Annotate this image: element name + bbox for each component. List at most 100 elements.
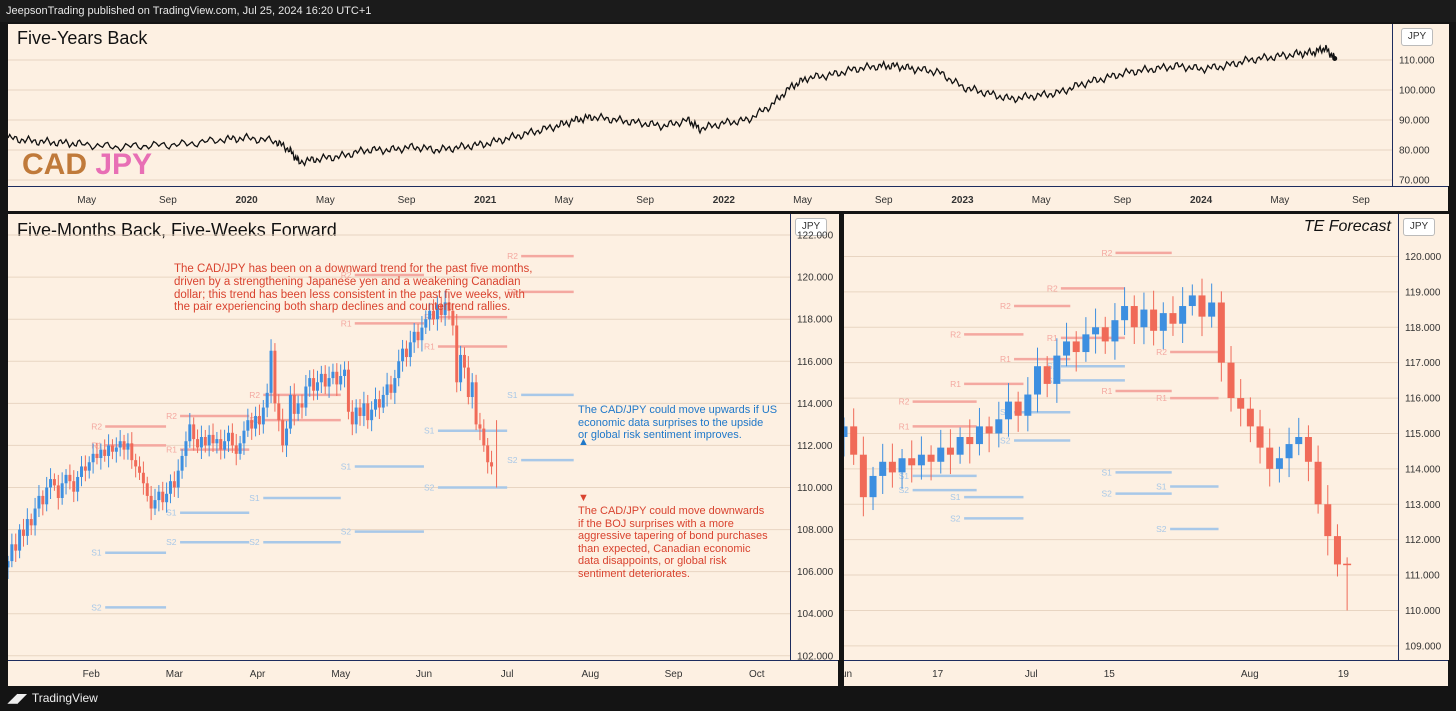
candle-body: [157, 491, 161, 501]
pivot-label: R1: [1047, 333, 1058, 343]
candle-body: [254, 415, 258, 429]
candle-body: [230, 432, 234, 446]
candle-body: [1266, 447, 1274, 469]
candle-body: [466, 367, 470, 398]
candle-body: [879, 461, 887, 476]
candle-body: [1179, 306, 1187, 324]
candle-body: [331, 371, 335, 379]
x-tick-label: May: [331, 669, 350, 680]
y-tick-label: 114.000: [1405, 464, 1441, 475]
candle-body: [869, 475, 877, 498]
candle-body: [52, 479, 56, 486]
pivot-label: S1: [91, 548, 102, 558]
candle-body: [408, 342, 412, 358]
candle-body: [281, 420, 285, 446]
top-y-axis: JPY 70.000 80.000 90.000 100.000 110.000: [1392, 24, 1449, 186]
pivot-label: R2: [91, 421, 102, 431]
x-tick-label: 2023: [951, 195, 974, 206]
candle-body: [366, 403, 370, 421]
candle-body: [946, 447, 954, 455]
pivot-label: R1: [899, 421, 910, 431]
candle-body: [350, 411, 354, 425]
annotation-line: or global risk sentiment improves.: [578, 429, 742, 442]
y-tick-label: 90.000: [1399, 116, 1430, 127]
candle-body: [927, 454, 935, 462]
x-tick-label: 2024: [1190, 195, 1213, 206]
y-tick-label: 102.000: [797, 651, 834, 660]
candle-body: [110, 445, 114, 452]
unit-badge[interactable]: JPY: [1401, 28, 1433, 46]
candle-body: [8, 561, 10, 568]
candle-body: [1130, 306, 1138, 328]
candle-body: [246, 420, 250, 431]
y-tick-label: 114.000: [797, 399, 833, 410]
candle-body: [1304, 437, 1312, 462]
candle-body: [470, 382, 474, 398]
upside-annotation: The CAD/JPY could move upwards if US eco…: [578, 404, 777, 442]
tradingview-logo-icon[interactable]: ◢◤: [8, 691, 27, 705]
x-tick-label: May: [793, 195, 812, 206]
pivot-label: S1: [1156, 482, 1167, 492]
unit-badge[interactable]: JPY: [795, 218, 827, 236]
pivot-label: S2: [950, 513, 961, 523]
candle-body: [45, 487, 49, 505]
pivot-label: S2: [507, 455, 518, 465]
candle-body: [908, 458, 916, 466]
candle-body: [447, 302, 451, 311]
candle-body: [242, 430, 246, 444]
candle-body: [29, 519, 33, 526]
candle-body: [443, 302, 447, 315]
candle-body: [401, 348, 405, 362]
candle-body: [377, 399, 381, 408]
candle-body: [49, 479, 53, 488]
pivot-label: R2: [1156, 347, 1167, 357]
candle-body: [1121, 306, 1129, 321]
x-tick-label: 2021: [474, 195, 497, 206]
unit-badge[interactable]: JPY: [1403, 218, 1435, 236]
candle-body: [304, 386, 308, 408]
pivot-label: R1: [424, 342, 435, 352]
left-x-axis-svg: Feb Mar Apr May Jun Jul Aug Sep Oct: [83, 669, 765, 680]
top-x-axis: May Sep 2020 May Sep 2021 May Sep 2022 May Sep 2023…: [8, 186, 1448, 211]
candle-body: [211, 434, 215, 444]
candle-body: [381, 394, 385, 408]
candle-body: [114, 447, 118, 452]
candle-body: [319, 373, 323, 383]
candle-body: [203, 437, 207, 446]
candle-body: [215, 439, 219, 444]
pivot-label: S2: [899, 485, 910, 495]
candle-body: [1140, 309, 1148, 328]
publish-text: JeepsonTrading published on TradingView.…: [6, 5, 372, 17]
top-x-axis-svg: May Sep 2020 May Sep 2021 May Sep 2022 May Sep 2023…: [77, 195, 1370, 206]
x-tick-label: May: [316, 195, 335, 206]
x-tick-label: May: [77, 195, 96, 206]
y-tick-label: 122.000: [797, 231, 834, 242]
candle-body: [238, 443, 242, 454]
price-line: [8, 44, 1336, 167]
y-tick-label: 112.000: [797, 441, 833, 452]
cadjpy-logo: CAD JPY: [22, 148, 152, 182]
candle-body: [226, 432, 230, 442]
candle-body: [1188, 295, 1196, 307]
footer-brand[interactable]: TradingView: [31, 691, 98, 705]
pivot-label: S1: [341, 461, 352, 471]
candle-body: [478, 424, 482, 429]
candle-body: [72, 481, 76, 492]
candle-body: [1092, 327, 1100, 335]
candle-body: [141, 472, 145, 484]
pivot-label: S2: [1101, 489, 1112, 499]
x-tick-label: Sep: [636, 195, 654, 206]
candle-body: [966, 437, 974, 445]
candle-body: [937, 447, 945, 462]
pivot-label: R2: [1000, 301, 1011, 311]
x-tick-label: 17: [932, 669, 944, 680]
x-tick-label: Sep: [159, 195, 177, 206]
five-years-chart: Five-Years Back CAD JPY: [8, 24, 1392, 186]
five-months-chart: Five-Months Back, Five-Weeks Forward R1R…: [8, 214, 790, 660]
x-tick-label: Apr: [250, 669, 266, 680]
candle-body: [192, 424, 196, 440]
candle-body: [60, 483, 64, 499]
candle-body: [1063, 341, 1071, 356]
candle-body: [180, 455, 184, 471]
main-annotation: The CAD/JPY has been on a downward trend…: [174, 263, 532, 314]
